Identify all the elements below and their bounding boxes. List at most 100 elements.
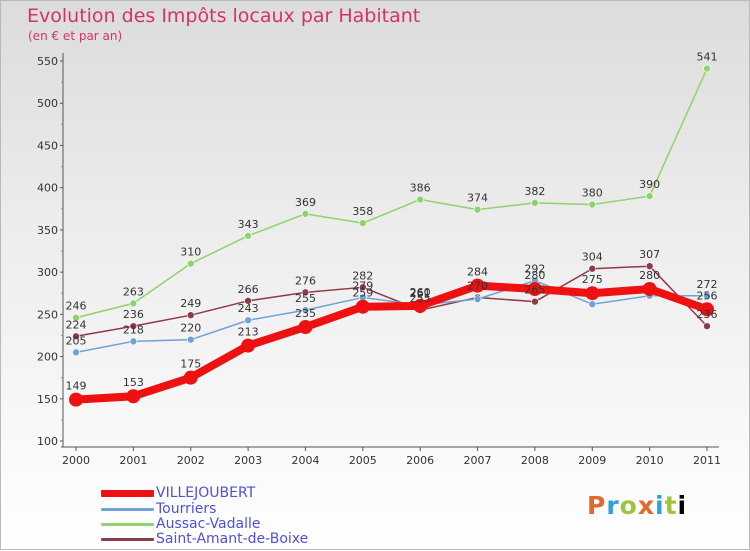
data-label-villejoubert: 275 (582, 273, 603, 286)
data-point-villejoubert (700, 302, 714, 317)
data-point-tourriers (129, 337, 138, 346)
data-label-saint-amant-de-boixe: 255 (410, 292, 431, 305)
legend-swatch-villejoubert (101, 490, 154, 497)
data-label-saint-amant-de-boixe: 282 (352, 269, 373, 282)
legend-label-tourriers: Tourriers (156, 501, 217, 517)
legend-swatch-saint-amant-de-boixe (101, 538, 154, 541)
x-tick-label: 2004 (291, 454, 319, 467)
data-label-villejoubert: 175 (180, 358, 201, 371)
chart-axes: 100 150 200 250 300 350 400 450 500 550 2000 2001 20… (37, 53, 721, 467)
data-label-aussac-vadalle: 541 (697, 51, 718, 64)
y-tick-label: 200 (37, 351, 58, 364)
y-tick-label: 550 (37, 55, 58, 68)
data-point-villejoubert (470, 278, 485, 293)
proxiti-logo: Proxiti (587, 491, 688, 520)
legend-item-aussac-vadalle: Aussac-Vadalle (101, 516, 261, 532)
data-point-villejoubert (126, 389, 141, 404)
x-tick-label: 2009 (578, 454, 606, 467)
x-tick-label: 2011 (693, 454, 721, 467)
x-tick-label: 2003 (234, 454, 262, 467)
data-point-aussac-vadalle (186, 259, 195, 268)
data-label-saint-amant-de-boixe: 307 (639, 248, 660, 261)
data-label-aussac-vadalle: 369 (295, 196, 316, 209)
data-label-aussac-vadalle: 382 (524, 185, 545, 198)
data-label-layer: 246 263 310 343 369 358 386 374 382 380 390 541 224 2… (66, 51, 718, 393)
data-point-villejoubert (355, 299, 370, 314)
data-label-tourriers: 255 (295, 292, 316, 305)
series-aussac-vadalle (72, 64, 711, 322)
data-point-villejoubert (69, 392, 83, 407)
series-tourriers (72, 276, 711, 357)
data-label-tourriers: 205 (66, 334, 87, 347)
data-label-saint-amant-de-boixe: 224 (66, 318, 87, 331)
data-label-villejoubert: 235 (295, 307, 316, 320)
data-label-villejoubert: 153 (123, 376, 144, 389)
chart-subtitle: (en € et par an) (28, 29, 123, 43)
data-point-tourriers (473, 295, 482, 303)
data-point-villejoubert (298, 320, 313, 334)
data-point-saint-amant-de-boixe (72, 332, 80, 341)
data-point-aussac-vadalle (416, 195, 424, 204)
series-line-saint-amant-de-boixe (75, 265, 708, 338)
data-point-aussac-vadalle (359, 219, 367, 227)
data-label-tourriers: 292 (524, 263, 545, 276)
data-label-tourriers: 220 (180, 322, 201, 335)
chart-title: Evolution des Impôts locaux par Habitant (27, 5, 421, 27)
data-label-saint-amant-de-boixe: 236 (123, 308, 144, 321)
x-tick-label: 2000 (62, 454, 90, 467)
series-line-aussac-vadalle (75, 67, 708, 319)
data-label-saint-amant-de-boixe: 236 (697, 308, 718, 321)
x-tick-label: 2010 (636, 454, 664, 467)
data-point-saint-amant-de-boixe (359, 283, 367, 292)
data-point-villejoubert (585, 286, 600, 301)
data-point-saint-amant-de-boixe (703, 322, 711, 330)
data-label-villejoubert: 149 (66, 380, 87, 393)
data-label-saint-amant-de-boixe: 304 (582, 251, 603, 264)
data-label-aussac-vadalle: 358 (352, 205, 373, 218)
x-tick-label: 2001 (119, 454, 147, 467)
data-label-villejoubert: 256 (697, 289, 718, 302)
y-tick-label: 400 (37, 182, 58, 195)
data-point-aussac-vadalle (129, 299, 138, 308)
data-point-tourriers (244, 316, 252, 325)
data-label-tourriers: 261 (410, 287, 431, 300)
data-point-aussac-vadalle (703, 64, 711, 73)
data-label-villejoubert: 260 (410, 286, 431, 299)
data-point-tourriers (588, 300, 597, 309)
data-point-villejoubert (527, 282, 542, 296)
x-tick-label: 2007 (464, 454, 492, 467)
x-tick-label: 2006 (406, 454, 434, 467)
y-tick-label: 450 (37, 139, 58, 152)
data-point-saint-amant-de-boixe (186, 311, 195, 319)
data-label-villejoubert: 259 (352, 287, 373, 300)
data-point-villejoubert (241, 338, 256, 353)
y-tick-label: 350 (37, 224, 58, 237)
data-label-villejoubert: 280 (639, 269, 660, 282)
x-tick-label: 2002 (177, 454, 205, 467)
data-point-saint-amant-de-boixe (129, 322, 138, 330)
data-label-saint-amant-de-boixe: 270 (467, 279, 488, 292)
x-tick-label: 2005 (349, 454, 377, 467)
data-point-saint-amant-de-boixe (301, 288, 310, 297)
data-point-aussac-vadalle (531, 199, 539, 207)
legend-label-aussac-vadalle: Aussac-Vadalle (156, 516, 261, 532)
y-tick-label: 250 (37, 308, 58, 321)
legend-label-villejoubert: VILLEJOUBERT (156, 485, 256, 501)
legend-swatch-tourriers (101, 508, 154, 511)
data-label-villejoubert: 280 (524, 269, 545, 282)
data-point-tourriers (186, 335, 195, 344)
data-label-aussac-vadalle: 343 (238, 218, 259, 231)
y-tick-label: 300 (37, 266, 58, 279)
data-point-tourriers (72, 348, 80, 357)
data-label-tourriers: 218 (123, 323, 144, 336)
data-point-aussac-vadalle (301, 210, 310, 218)
legend-swatch-aussac-vadalle (101, 523, 154, 526)
data-label-tourriers: 279 (352, 279, 373, 292)
data-label-villejoubert: 284 (467, 266, 488, 279)
data-point-saint-amant-de-boixe (244, 297, 252, 305)
y-tick-label: 500 (37, 97, 58, 110)
legend-item-saint-amant-de-boixe: Saint-Amant-de-Boixe (101, 532, 308, 546)
data-point-aussac-vadalle (588, 200, 597, 209)
legend-item-tourriers: Tourriers (101, 501, 217, 517)
